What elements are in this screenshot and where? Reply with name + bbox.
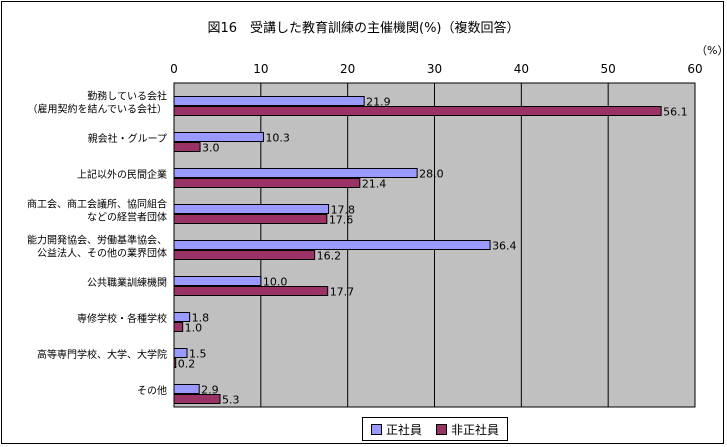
legend-item-series-2: 非正社員 bbox=[436, 421, 499, 438]
data-label-series-2: 17.6 bbox=[329, 214, 354, 227]
bar-series-1 bbox=[173, 132, 264, 142]
legend: 正社員 非正社員 bbox=[362, 417, 509, 441]
legend-label-series-1: 正社員 bbox=[386, 422, 423, 437]
bar-series-1 bbox=[173, 384, 200, 394]
data-label-series-2: 5.3 bbox=[222, 394, 240, 407]
bar-series-2 bbox=[173, 178, 361, 188]
category-label: 公共職業訓練機関 bbox=[87, 276, 167, 289]
category-label: 高等専門学校、大学、大学院 bbox=[37, 348, 167, 361]
category-label: 勤務している会社 bbox=[87, 90, 167, 103]
category-label: 能力開発協会、労働基準協会、 bbox=[27, 234, 167, 247]
data-label-series-1: 21.9 bbox=[366, 96, 391, 109]
data-label-series-1: 10.0 bbox=[263, 276, 288, 289]
data-label-series-2: 21.4 bbox=[362, 178, 387, 191]
data-label-series-1: 1.8 bbox=[192, 312, 210, 325]
chart-title: 図16 受講した教育訓練の主催機関(%)（複数回答） bbox=[207, 21, 520, 36]
x-tick-label: 30 bbox=[427, 62, 442, 76]
data-label-series-2: 1.0 bbox=[185, 322, 203, 335]
bar-series-2 bbox=[173, 250, 316, 260]
unit-label: （%） bbox=[696, 44, 727, 57]
data-label-series-1: 17.8 bbox=[331, 204, 356, 217]
bar-series-2 bbox=[173, 142, 201, 152]
x-tick-label: 40 bbox=[514, 62, 529, 76]
category-label: 専修学校・各種学校 bbox=[77, 312, 167, 325]
bar-series-1 bbox=[173, 96, 365, 106]
x-tick-label: 50 bbox=[601, 62, 616, 76]
data-label-series-1: 10.3 bbox=[265, 132, 290, 145]
bar-series-1 bbox=[173, 168, 418, 178]
legend-swatch-series-2 bbox=[436, 423, 448, 435]
bar-series-1 bbox=[173, 348, 188, 358]
category-label: （雇用契約を結んでいる会社） bbox=[28, 103, 168, 116]
bar-series-2 bbox=[173, 394, 221, 404]
bar-series-1 bbox=[173, 240, 491, 250]
bar-series-2 bbox=[173, 286, 329, 296]
category-label: 親会社・グループ bbox=[88, 132, 167, 145]
data-label-series-2: 3.0 bbox=[202, 142, 220, 155]
category-label: などの経営者団体 bbox=[87, 211, 167, 224]
legend-swatch-series-1 bbox=[371, 423, 382, 435]
category-label: 公益法人、その他の業界団体 bbox=[37, 247, 167, 260]
legend-label-series-2: 非正社員 bbox=[451, 422, 500, 437]
data-label-series-1: 2.9 bbox=[201, 384, 219, 397]
x-tick-label: 60 bbox=[687, 62, 702, 76]
data-label-series-2: 56.1 bbox=[663, 106, 688, 119]
category-label: 商工会、商工会議所、協同組合 bbox=[27, 198, 167, 211]
bar-series-2 bbox=[173, 106, 662, 116]
data-label-series-1: 36.4 bbox=[492, 240, 517, 253]
x-tick-label: 10 bbox=[253, 62, 268, 76]
data-label-series-2: 17.7 bbox=[330, 286, 355, 299]
data-label-series-2: 16.2 bbox=[317, 250, 342, 263]
x-tick-label: 0 bbox=[170, 62, 178, 76]
bar-series-1 bbox=[173, 276, 262, 286]
bar-series-2 bbox=[173, 214, 328, 224]
data-label-series-1: 1.5 bbox=[189, 348, 207, 361]
x-tick-label: 20 bbox=[340, 62, 355, 76]
legend-item-series-1: 正社員 bbox=[371, 421, 422, 438]
bar-series-1 bbox=[173, 204, 330, 214]
bar-series-2 bbox=[173, 358, 177, 368]
category-label: その他 bbox=[137, 384, 167, 397]
bar-series-2 bbox=[173, 322, 184, 332]
data-label-series-1: 28.0 bbox=[419, 168, 444, 181]
data-label-series-2: 0.2 bbox=[178, 358, 196, 371]
category-label: 上記以外の民間企業 bbox=[77, 168, 167, 181]
bar-series-1 bbox=[173, 312, 191, 322]
